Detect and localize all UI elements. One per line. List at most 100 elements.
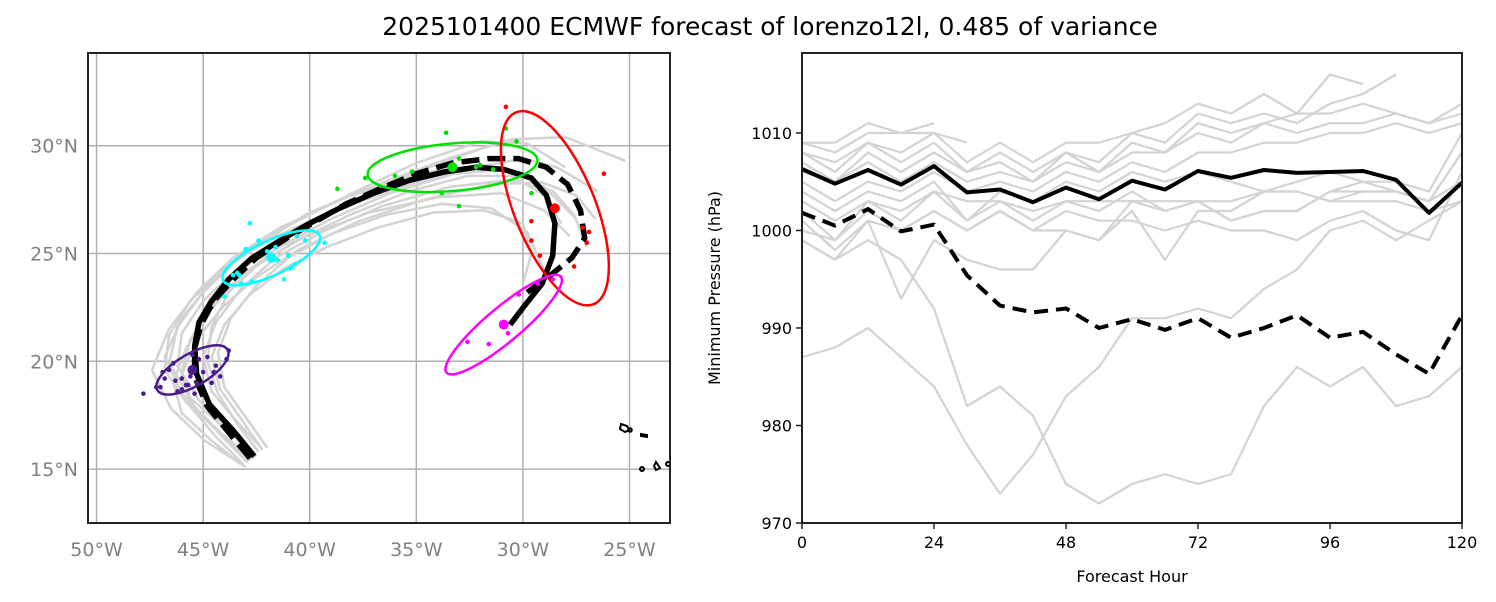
island-outline — [618, 422, 631, 434]
member-position-dot — [584, 240, 590, 246]
cluster-hour-48 — [221, 221, 327, 299]
cluster-hour-24 — [141, 344, 232, 396]
uncertainty-ellipse — [366, 141, 539, 194]
map-x-tick-label: 30°W — [497, 539, 550, 561]
pressure-series — [802, 164, 1462, 376]
ensemble-member-line — [802, 151, 1462, 222]
ensemble-member-line — [802, 190, 1462, 300]
member-position-dot — [537, 253, 543, 258]
ensemble-mean-pressure-line — [802, 164, 1462, 215]
member-position-dot — [477, 162, 483, 168]
member-position-dot — [529, 238, 534, 243]
mean-position-dot — [498, 319, 509, 330]
uncertainty-ellipse — [221, 229, 322, 287]
y-tick-label: 990 — [761, 319, 792, 338]
member-position-dot — [158, 384, 163, 390]
member-position-dot — [505, 330, 511, 336]
y-tick-label: 980 — [761, 416, 792, 435]
cluster-hour-96 — [499, 104, 611, 307]
figure-title: 2025101400 ECMWF forecast of lorenzo12l,… — [382, 12, 1158, 41]
ensemble-member-line — [802, 73, 1397, 174]
ensemble-member-line — [802, 151, 1462, 242]
ensemble-member-line — [802, 122, 935, 144]
map-x-tick-label: 45°W — [177, 539, 230, 561]
x-tick-label: 48 — [1056, 533, 1076, 552]
member-position-dot — [213, 363, 219, 368]
member-position-dot — [162, 376, 168, 381]
map-y-tick-label: 25°N — [30, 244, 78, 266]
ensemble-member-line — [802, 132, 1462, 222]
member-position-dot — [179, 376, 185, 381]
mean-position-dot — [187, 364, 198, 375]
member-position-dot — [409, 169, 415, 174]
map-y-tick-labels: 30°N 25°N 20°N 15°N — [30, 136, 78, 481]
member-position-dot — [503, 104, 509, 110]
x-tick-label: 24 — [924, 533, 944, 552]
ensemble-member-line — [802, 200, 1462, 495]
member-position-dot — [230, 272, 236, 278]
member-position-dot — [141, 391, 146, 396]
member-position-dot — [571, 264, 577, 269]
member-position-dot — [209, 380, 214, 386]
deterministic-track — [191, 155, 588, 461]
island-outline — [665, 461, 670, 467]
uncertainty-ellipse — [444, 273, 564, 376]
x-tick-label: 0 — [797, 533, 807, 552]
member-position-dot — [173, 378, 178, 384]
member-position-dot — [294, 233, 300, 239]
member-position-dot — [256, 238, 261, 243]
map-y-tick-label: 30°N — [30, 136, 78, 158]
member-position-dot — [247, 221, 253, 226]
member-position-dot — [601, 171, 607, 177]
cluster-hour-72 — [335, 126, 539, 209]
ensemble-member-pressure-lines — [802, 73, 1462, 505]
ensemble-member-line — [802, 73, 1364, 164]
member-position-dot — [303, 238, 308, 243]
member-position-dot — [490, 167, 496, 172]
deterministic-pressure-line — [802, 207, 1462, 376]
y-axis-label: Minimum Pressure (hPa) — [705, 191, 724, 385]
island-outline — [627, 427, 633, 433]
uncertainty-ellipse — [155, 344, 230, 396]
map-frame — [87, 52, 671, 524]
member-position-dot — [286, 253, 291, 258]
member-position-dot — [443, 130, 449, 136]
member-position-dot — [362, 175, 368, 181]
member-position-dot — [179, 387, 185, 392]
member-position-dot — [185, 382, 191, 388]
track-map-panel: 50°W 45°W 40°W 35°W 30°W 25°W 30°N 25°N 20°N 15°… — [30, 52, 671, 561]
member-position-dot — [222, 294, 227, 299]
cluster-hour-120 — [444, 273, 564, 376]
pressure-chart-panel: 0 24 48 72 96 120 970 980 990 1000 1010 Forecast … — [705, 52, 1477, 586]
member-position-dot — [234, 270, 240, 276]
map-y-tick-label: 15°N — [30, 459, 78, 481]
member-position-dot — [392, 173, 398, 179]
map-x-tick-label: 25°W — [603, 539, 656, 561]
member-position-dot — [529, 218, 534, 224]
ensemble-member-line — [802, 170, 1462, 261]
coastlines-cape-verde — [618, 422, 670, 472]
member-position-dot — [580, 225, 585, 230]
y-tick-label: 1010 — [751, 124, 792, 143]
uncertainty-ellipse — [499, 109, 611, 307]
member-position-dot — [465, 339, 470, 345]
member-position-dot — [205, 354, 210, 360]
member-position-dot — [586, 229, 592, 235]
member-position-dot — [529, 190, 534, 196]
x-tick-label: 120 — [1447, 533, 1478, 552]
pressure-x-ticks: 0 24 48 72 96 120 — [797, 523, 1477, 552]
member-position-dot — [514, 139, 519, 144]
member-position-dot — [486, 341, 492, 347]
member-position-dot — [335, 186, 340, 192]
island-outline — [639, 466, 645, 472]
x-tick-label: 72 — [1188, 533, 1208, 552]
member-position-dot — [192, 391, 197, 396]
mean-position-dot — [549, 203, 560, 214]
ensemble-member-line — [802, 122, 1462, 203]
island-outline — [640, 432, 648, 439]
member-position-dot — [190, 352, 195, 358]
ensemble-member-line — [802, 102, 1462, 183]
map-gridlines — [88, 53, 670, 523]
mean-position-dot — [447, 162, 458, 173]
